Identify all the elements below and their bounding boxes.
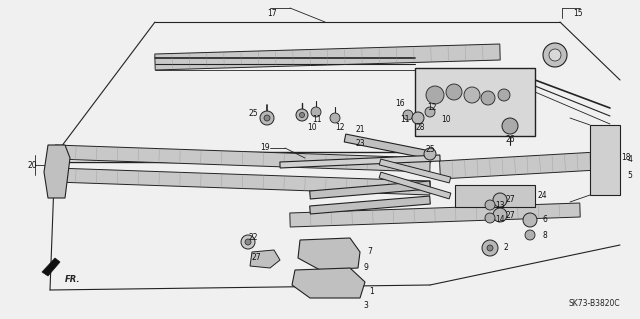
Text: 20: 20	[27, 160, 37, 169]
Polygon shape	[250, 250, 280, 268]
Text: 5: 5	[628, 170, 632, 180]
Circle shape	[485, 200, 495, 210]
Text: 16: 16	[395, 99, 405, 108]
Polygon shape	[155, 44, 500, 70]
Text: 6: 6	[543, 216, 547, 225]
Text: 1: 1	[370, 287, 374, 296]
Circle shape	[446, 84, 462, 100]
Circle shape	[241, 235, 255, 249]
Polygon shape	[379, 172, 451, 199]
Text: 13: 13	[495, 201, 505, 210]
Text: 11: 11	[312, 115, 322, 123]
Polygon shape	[42, 258, 60, 276]
Polygon shape	[380, 159, 451, 183]
Polygon shape	[290, 203, 580, 227]
Circle shape	[487, 245, 493, 251]
Text: 2: 2	[504, 242, 508, 251]
Bar	[590, 125, 620, 195]
Text: 12: 12	[428, 103, 436, 113]
Text: 25: 25	[425, 145, 435, 153]
Text: 17: 17	[267, 10, 277, 19]
Text: 19: 19	[260, 144, 270, 152]
Text: 24: 24	[537, 190, 547, 199]
Circle shape	[498, 89, 510, 101]
Text: 8: 8	[543, 231, 547, 240]
Text: 14: 14	[495, 216, 505, 225]
Circle shape	[296, 109, 308, 121]
Text: 12: 12	[335, 123, 345, 132]
Circle shape	[525, 230, 535, 240]
Circle shape	[245, 239, 251, 245]
Circle shape	[424, 148, 436, 160]
Text: 3: 3	[364, 300, 369, 309]
Text: 4: 4	[628, 155, 632, 165]
Text: 27: 27	[505, 196, 515, 204]
Polygon shape	[55, 145, 430, 172]
Circle shape	[493, 208, 507, 222]
Text: 27: 27	[505, 211, 515, 219]
Circle shape	[549, 49, 561, 61]
Bar	[415, 68, 535, 136]
Polygon shape	[344, 134, 431, 159]
Circle shape	[260, 111, 274, 125]
Text: 25: 25	[248, 108, 258, 117]
Polygon shape	[440, 151, 616, 179]
Circle shape	[493, 193, 507, 207]
Polygon shape	[280, 155, 440, 168]
Circle shape	[464, 87, 480, 103]
Text: 27: 27	[251, 254, 261, 263]
Circle shape	[425, 107, 435, 117]
Circle shape	[523, 213, 537, 227]
Text: SK73-B3820C: SK73-B3820C	[568, 299, 620, 308]
Circle shape	[426, 86, 444, 104]
Circle shape	[412, 112, 424, 124]
Text: 7: 7	[367, 248, 372, 256]
Circle shape	[330, 113, 340, 123]
Text: 23: 23	[355, 138, 365, 147]
Text: 26: 26	[505, 136, 515, 145]
Polygon shape	[310, 196, 430, 214]
Polygon shape	[55, 168, 430, 195]
Polygon shape	[310, 181, 430, 199]
Text: FR.: FR.	[65, 276, 81, 285]
Circle shape	[502, 118, 518, 134]
Circle shape	[482, 240, 498, 256]
Text: 10: 10	[441, 115, 451, 123]
Text: 28: 28	[415, 123, 425, 132]
Circle shape	[300, 113, 305, 117]
Polygon shape	[292, 268, 365, 298]
Text: 15: 15	[573, 10, 583, 19]
Text: 18: 18	[621, 153, 631, 162]
Polygon shape	[298, 238, 360, 270]
Circle shape	[543, 43, 567, 67]
Circle shape	[311, 107, 321, 117]
Circle shape	[403, 110, 413, 120]
Text: 22: 22	[248, 233, 258, 241]
Bar	[455, 185, 535, 207]
Circle shape	[481, 91, 495, 105]
Polygon shape	[44, 145, 70, 198]
Text: 21: 21	[355, 125, 365, 135]
Circle shape	[485, 213, 495, 223]
Text: 10: 10	[307, 123, 317, 132]
Text: 11: 11	[400, 115, 410, 123]
Circle shape	[264, 115, 270, 121]
Text: 9: 9	[364, 263, 369, 272]
